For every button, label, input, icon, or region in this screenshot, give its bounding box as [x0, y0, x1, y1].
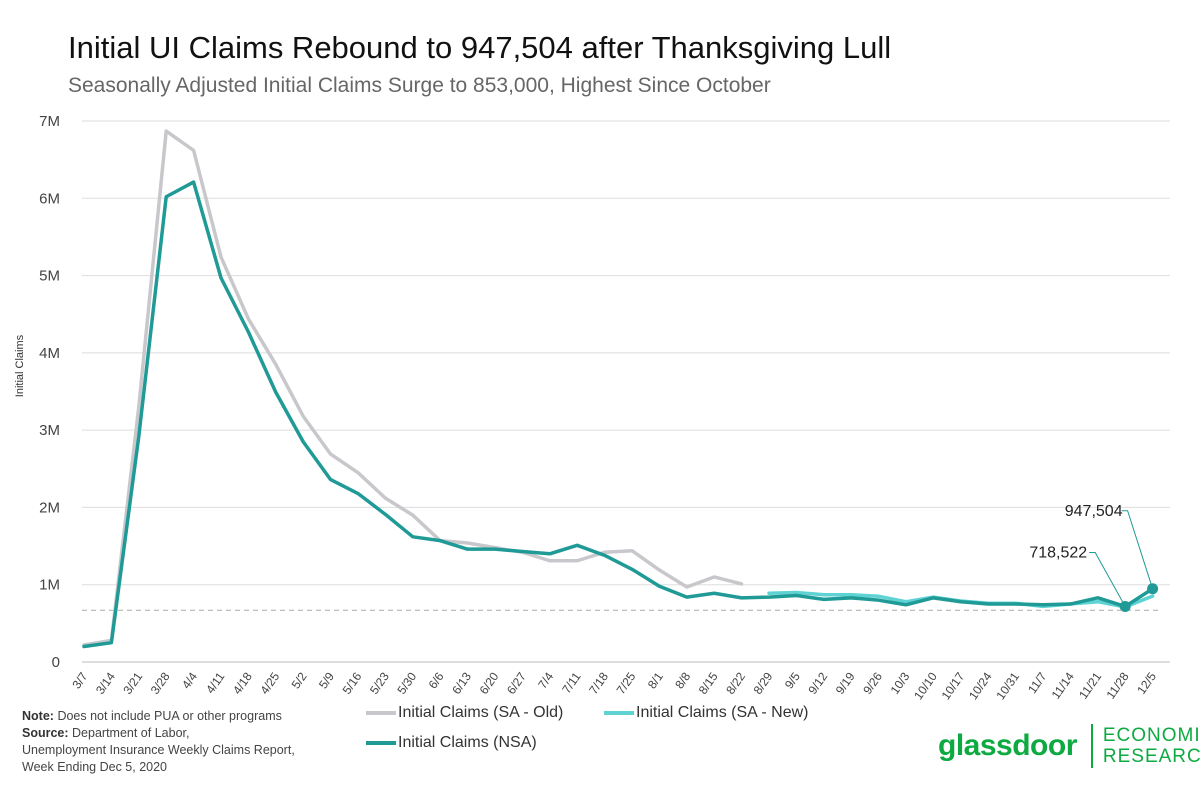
- x-tick-label: 11/7: [1025, 669, 1050, 696]
- x-tick-label: 3/21: [120, 669, 145, 696]
- x-tick-label: 10/31: [993, 669, 1022, 702]
- source-line-2: Unemployment Insurance Weekly Claims Rep…: [22, 743, 295, 757]
- x-tick-label: 8/29: [751, 669, 776, 696]
- logo-divider: [1090, 724, 1093, 768]
- x-tick-label: 9/12: [805, 669, 830, 696]
- x-tick-label: 11/21: [1076, 669, 1104, 701]
- x-tick-label: 5/16: [340, 669, 365, 696]
- x-tick-label: 3/7: [69, 669, 90, 691]
- annotation-leader: [1121, 510, 1154, 589]
- x-tick-label: 4/4: [179, 669, 200, 691]
- x-tick-label: 8/15: [696, 669, 721, 696]
- x-tick-label: 9/26: [860, 669, 885, 696]
- x-tick-label: 6/6: [426, 669, 447, 691]
- x-tick-label: 8/22: [723, 669, 748, 696]
- x-tick-label: 6/27: [504, 669, 529, 696]
- y-tick-label: 1M: [39, 577, 60, 594]
- x-tick-label: 7/4: [535, 669, 556, 691]
- x-tick-label: 7/25: [614, 669, 639, 696]
- x-tick-label: 12/5: [1134, 669, 1159, 696]
- logo-sub-line-1: ECONOMIC: [1102, 725, 1200, 746]
- x-tick-label: 4/11: [203, 669, 228, 696]
- note-text: Does not include PUA or other programs: [57, 709, 282, 723]
- x-tick-label: 9/5: [782, 669, 803, 691]
- y-tick-label: 0: [52, 654, 60, 671]
- x-tick-label: 10/17: [939, 669, 968, 702]
- x-tick-label: 6/13: [449, 669, 474, 696]
- legend-label-sa-new: Initial Claims (SA - New): [636, 704, 809, 721]
- logo-wordmark: glassdoor: [938, 729, 1077, 762]
- x-tick-label: 10/10: [911, 669, 940, 702]
- legend-label-sa-old: Initial Claims (SA - Old): [398, 704, 564, 721]
- x-tick-label: 11/14: [1049, 669, 1077, 701]
- y-axis-label: Initial Claims: [14, 334, 26, 398]
- source-line-1: Department of Labor,: [72, 726, 190, 740]
- x-tick-label: 5/9: [316, 669, 337, 691]
- annotation-label: 718,522: [1029, 544, 1087, 561]
- note-label: Note:: [22, 709, 54, 723]
- y-tick-label: 6M: [39, 190, 60, 207]
- x-tick-label: 10/24: [966, 669, 995, 702]
- x-tick-label: 5/23: [367, 669, 392, 696]
- legend-swatch-sa-old: [366, 711, 396, 715]
- x-tick-label: 7/11: [559, 669, 584, 696]
- logo-subtitle: ECONOMIC RESEARCH: [1103, 725, 1200, 767]
- x-tick-label: 10/3: [888, 669, 913, 696]
- x-tick-label: 8/8: [672, 669, 693, 691]
- source-line-3: Week Ending Dec 5, 2020: [22, 760, 168, 774]
- x-tick-label: 5/30: [394, 669, 419, 696]
- x-tick-label: 9/19: [833, 669, 858, 696]
- x-tick-label: 5/2: [289, 669, 310, 691]
- annotation-marker: [1147, 583, 1159, 595]
- legend-label-nsa: Initial Claims (NSA): [398, 734, 537, 751]
- y-tick-label: 7M: [39, 113, 60, 130]
- legend-swatch-nsa: [366, 741, 396, 745]
- legend-swatch-sa-new: [604, 711, 634, 715]
- y-tick-label: 2M: [39, 499, 60, 516]
- x-tick-label: 8/1: [645, 669, 666, 691]
- x-tick-label: 4/25: [257, 669, 282, 696]
- logo-sub-line-2: RESEARCH: [1102, 746, 1200, 767]
- series-line-initial-claims-nsa: [82, 180, 1155, 649]
- annotation-marker: [1119, 600, 1131, 612]
- y-tick-label: 5M: [39, 268, 60, 285]
- annotation-leader: [1089, 551, 1126, 607]
- chart-title: Initial UI Claims Rebound to 947,504 aft…: [68, 30, 892, 65]
- source-label: Source:: [22, 726, 69, 740]
- x-tick-label: 3/28: [148, 669, 173, 696]
- x-tick-label: 11/28: [1103, 669, 1131, 701]
- x-tick-label: 3/14: [93, 669, 118, 696]
- glassdoor-logo: glassdoor ECONOMIC RESEARCH: [938, 724, 1200, 768]
- series-line-initial-claims-sa-old: [82, 129, 744, 647]
- notes-block: Note: Does not include PUA or other prog…: [22, 708, 362, 776]
- annotation-label: 947,504: [1065, 503, 1123, 520]
- chart-subtitle: Seasonally Adjusted Initial Claims Surge…: [68, 74, 771, 97]
- x-tick-label: 4/18: [230, 669, 255, 696]
- legend-item-sa-new: Initial Claims (SA - New): [604, 704, 808, 722]
- legend-item-sa-old: Initial Claims (SA - Old): [366, 704, 563, 722]
- x-tick-label: 7/18: [586, 669, 611, 696]
- y-tick-label: 3M: [39, 422, 60, 439]
- x-tick-label: 6/20: [477, 669, 502, 696]
- y-tick-label: 4M: [39, 345, 60, 362]
- legend-item-nsa: Initial Claims (NSA): [366, 734, 537, 752]
